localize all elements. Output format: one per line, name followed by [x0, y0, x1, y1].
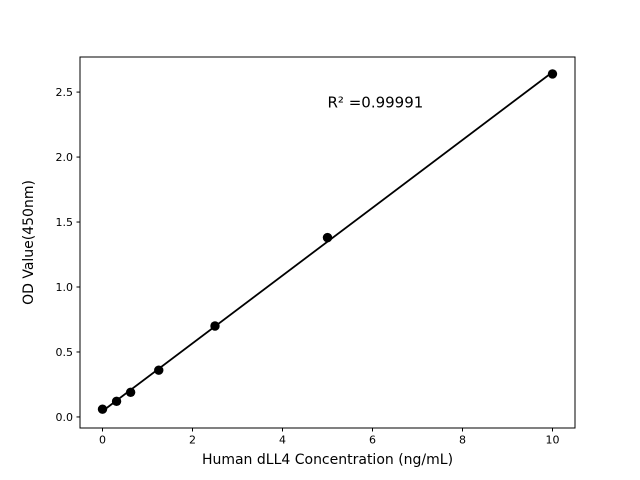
y-tick-label: 0.5 [56, 346, 74, 359]
data-point [125, 387, 136, 397]
data-point [322, 232, 333, 243]
r-squared-annotation: R² =0.99991 [328, 94, 424, 112]
x-tick-label: 2 [189, 434, 196, 447]
y-tick-label: 1.0 [56, 281, 74, 294]
x-tick-label: 0 [99, 434, 106, 447]
data-point [547, 69, 558, 79]
x-tick-label: 6 [369, 434, 376, 447]
y-tick-label: 0.0 [56, 411, 74, 424]
y-axis-label: OD Value(450nm) [21, 180, 37, 305]
y-tick-label: 1.5 [56, 216, 74, 229]
y-tick-label: 2.0 [56, 151, 74, 164]
x-tick-label: 4 [279, 434, 286, 447]
x-tick-label: 10 [546, 434, 560, 447]
plot-border [79, 56, 576, 429]
x-tick-label: 8 [459, 434, 466, 447]
data-point [154, 365, 164, 375]
y-tick-label: 2.5 [56, 86, 74, 99]
x-axis-label: Human dLL4 Concentration (ng/mL) [202, 452, 453, 468]
data-point [111, 396, 122, 407]
data-point [97, 404, 108, 414]
data-point [210, 321, 220, 331]
